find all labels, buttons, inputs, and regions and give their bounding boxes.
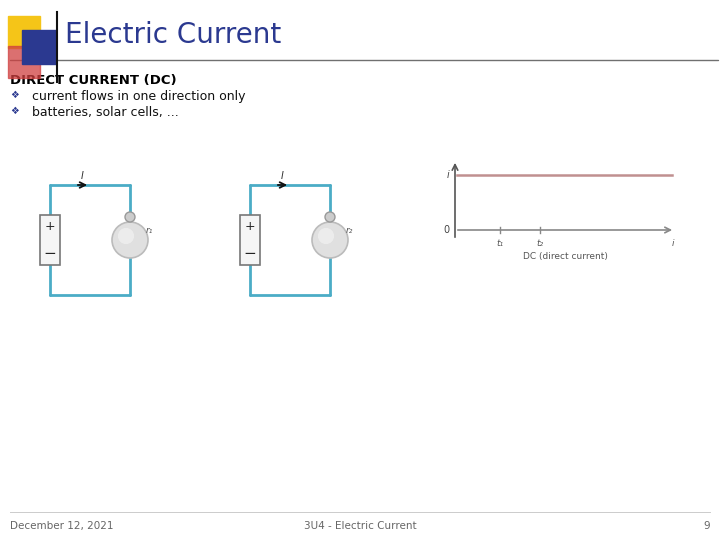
Circle shape xyxy=(125,212,135,222)
Text: I: I xyxy=(281,171,284,181)
Text: December 12, 2021: December 12, 2021 xyxy=(10,521,114,531)
Text: ❖: ❖ xyxy=(10,106,19,116)
Text: +: + xyxy=(245,220,256,233)
Text: +: + xyxy=(45,220,55,233)
Text: i: i xyxy=(672,239,674,248)
Text: t₁: t₁ xyxy=(496,239,503,248)
Text: I: I xyxy=(81,171,84,181)
Text: 9: 9 xyxy=(703,521,710,531)
Text: i: i xyxy=(446,170,449,180)
Bar xyxy=(40,215,60,265)
Text: DIRECT CURRENT (DC): DIRECT CURRENT (DC) xyxy=(10,74,176,87)
Text: 0: 0 xyxy=(443,225,449,235)
Circle shape xyxy=(312,222,348,258)
Text: Electric Current: Electric Current xyxy=(65,21,282,49)
Text: current flows in one direction only: current flows in one direction only xyxy=(32,90,246,103)
Text: −: − xyxy=(44,246,56,261)
Circle shape xyxy=(118,228,134,244)
Text: r₂: r₂ xyxy=(346,226,354,235)
Text: 3U4 - Electric Current: 3U4 - Electric Current xyxy=(304,521,416,531)
Circle shape xyxy=(325,212,335,222)
Bar xyxy=(240,215,260,265)
Text: t₂: t₂ xyxy=(536,239,544,248)
Circle shape xyxy=(318,228,334,244)
Text: batteries, solar cells, ...: batteries, solar cells, ... xyxy=(32,106,179,119)
Text: r₁: r₁ xyxy=(146,226,153,235)
Circle shape xyxy=(112,222,148,258)
Text: ❖: ❖ xyxy=(10,90,19,100)
Bar xyxy=(8,16,40,48)
Text: −: − xyxy=(243,246,256,261)
Text: DC (direct current): DC (direct current) xyxy=(523,252,608,261)
Bar xyxy=(22,30,56,64)
Bar xyxy=(8,46,40,78)
